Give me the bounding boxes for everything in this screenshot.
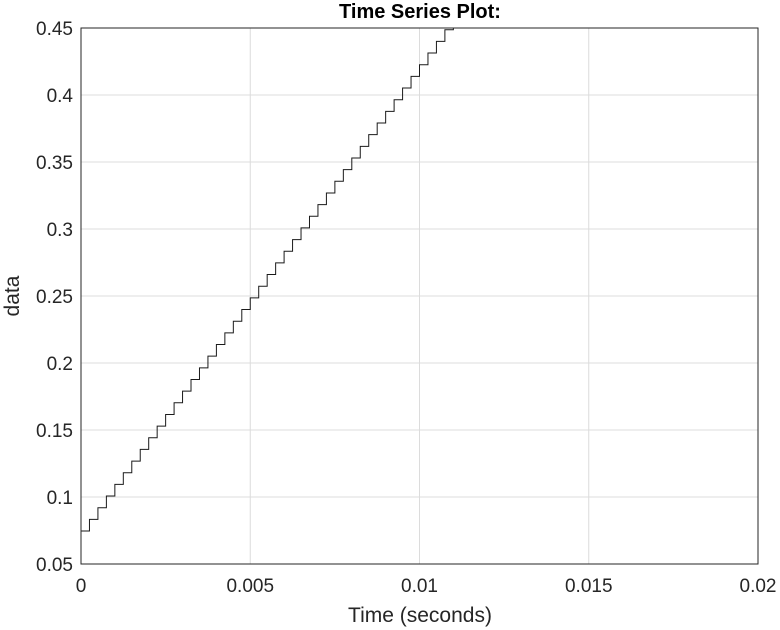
y-tick-label: 0.35 (36, 153, 73, 174)
y-tick-label: 0.2 (47, 354, 73, 375)
y-tick-labels: 0.05 0.1 0.15 0.2 0.25 0.3 0.35 0.4 0.45 (36, 19, 73, 576)
y-tick-label: 0.05 (36, 555, 73, 576)
series-group (81, 27, 758, 532)
series-line (81, 27, 758, 532)
x-tick-label: 0.01 (401, 576, 438, 597)
x-tick-labels: 0 0.005 0.01 0.015 0.02 (76, 576, 777, 597)
y-tick-label: 0.15 (36, 421, 73, 442)
plot-area (80, 27, 759, 565)
x-tick-label: 0.02 (740, 576, 777, 597)
x-tick-label: 0.005 (226, 576, 274, 597)
grid (81, 28, 758, 564)
y-axis-label: data (1, 275, 24, 316)
y-tick-label: 0.3 (47, 220, 73, 241)
chart-title: Time Series Plot: (339, 1, 501, 23)
y-tick-label: 0.45 (36, 19, 73, 40)
x-tick-label: 0 (76, 576, 87, 597)
y-tick-label: 0.25 (36, 287, 73, 308)
x-tick-label: 0.015 (565, 576, 613, 597)
y-tick-label: 0.4 (47, 86, 74, 107)
y-tick-label: 0.1 (47, 488, 73, 509)
x-axis-label: Time (seconds) (348, 604, 492, 627)
